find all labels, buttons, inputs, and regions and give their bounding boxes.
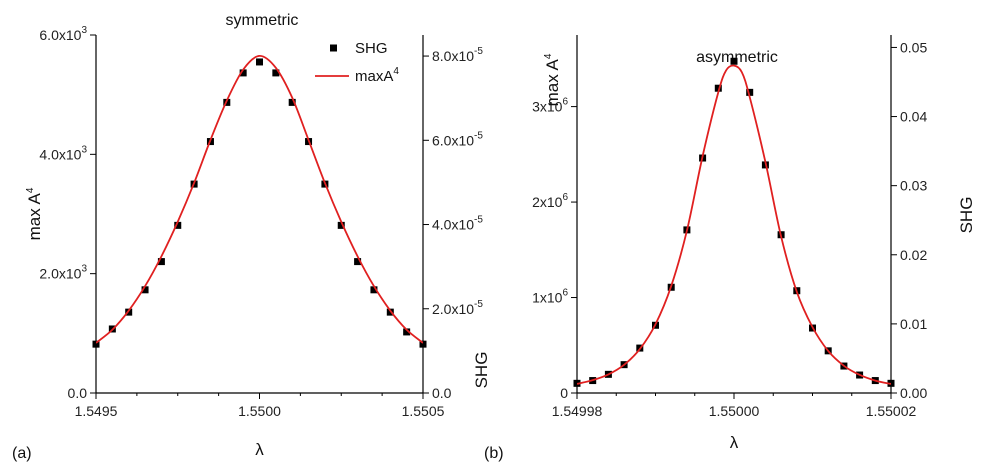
data-point-shg xyxy=(370,286,378,294)
x-axis-label: λ xyxy=(730,433,739,452)
data-point-shg xyxy=(354,258,362,266)
right-y-axis-label: SHG xyxy=(472,352,491,389)
panel-label: (b) xyxy=(484,445,504,462)
data-point-shg xyxy=(256,58,263,66)
chart-title: asymmetric xyxy=(696,49,778,66)
right-y-tick-label: 0.0 xyxy=(432,385,452,401)
left-y-tick-label: 3x106 xyxy=(532,97,568,115)
data-point-shg xyxy=(157,258,165,266)
left-y-tick-label: 1x106 xyxy=(532,288,568,306)
left-y-tick-label: 4.0x103 xyxy=(39,144,87,162)
x-tick-label: 1.5505 xyxy=(402,403,445,419)
right-y-tick-label: 0.02 xyxy=(900,247,927,263)
left-y-tick-label: 0 xyxy=(560,385,568,401)
legend-marker-shg xyxy=(330,44,337,52)
left-y-tick-label: 0.0 xyxy=(68,385,88,401)
x-tick-label: 1.55000 xyxy=(709,403,760,419)
right-y-tick-label: 0.00 xyxy=(900,385,927,401)
chart-panel-a: 1.5495 1.5500 1.5505 0.0 2.0x103 4.0x103 6.0x1… xyxy=(12,12,491,462)
legend-label: SHG xyxy=(355,40,388,57)
data-point-shg xyxy=(174,221,182,229)
x-tick-label: 1.5495 xyxy=(75,403,118,419)
data-point-shg xyxy=(403,328,411,336)
left-y-axis-label: max A4 xyxy=(543,53,562,106)
x-tick-label: 1.55002 xyxy=(866,403,917,419)
left-y-tick-label: 6.0x103 xyxy=(39,25,87,43)
right-y-tick-label: 6.0x10-5 xyxy=(432,130,483,148)
left-y-axis-label: max A4 xyxy=(25,187,44,240)
x-tick-label: 1.5500 xyxy=(238,403,281,419)
data-point-shg xyxy=(419,340,427,348)
data-point-shg xyxy=(746,88,754,96)
data-point-shg xyxy=(288,98,296,106)
right-y-tick-label: 4.0x10-5 xyxy=(432,215,483,233)
left-y-tick-label: 2.0x103 xyxy=(39,264,87,282)
right-y-tick-label: 0.01 xyxy=(900,316,927,332)
data-point-shg xyxy=(92,340,100,348)
data-point-shg xyxy=(239,69,247,77)
series-line-maxA4 xyxy=(96,54,423,344)
x-tick-label: 1.54998 xyxy=(552,403,603,419)
x-axis-label: λ xyxy=(255,440,264,459)
right-y-tick-label: 0.04 xyxy=(900,109,927,125)
data-point-shg xyxy=(337,221,345,229)
right-y-tick-label: 2.0x10-5 xyxy=(432,299,483,317)
data-point-shg xyxy=(714,84,722,92)
right-y-tick-label: 8.0x10-5 xyxy=(432,46,483,64)
data-point-shg xyxy=(141,286,149,294)
panel-label: (a) xyxy=(12,445,32,462)
data-point-shg xyxy=(272,69,280,77)
right-y-axis-label: SHG xyxy=(957,197,976,234)
chart-panel-b: 1.54998 1.55000 1.55002 0 1x106 2x106 3x106 0.0… xyxy=(484,35,976,462)
chart-title: symmetric xyxy=(226,12,299,29)
data-point-shg xyxy=(730,57,738,65)
legend-label: maxA4 xyxy=(355,66,399,85)
series-line-maxA4 xyxy=(577,64,891,385)
right-y-tick-label: 0.03 xyxy=(900,178,927,194)
left-y-tick-label: 2x106 xyxy=(532,192,568,210)
right-y-tick-label: 0.05 xyxy=(900,39,927,55)
